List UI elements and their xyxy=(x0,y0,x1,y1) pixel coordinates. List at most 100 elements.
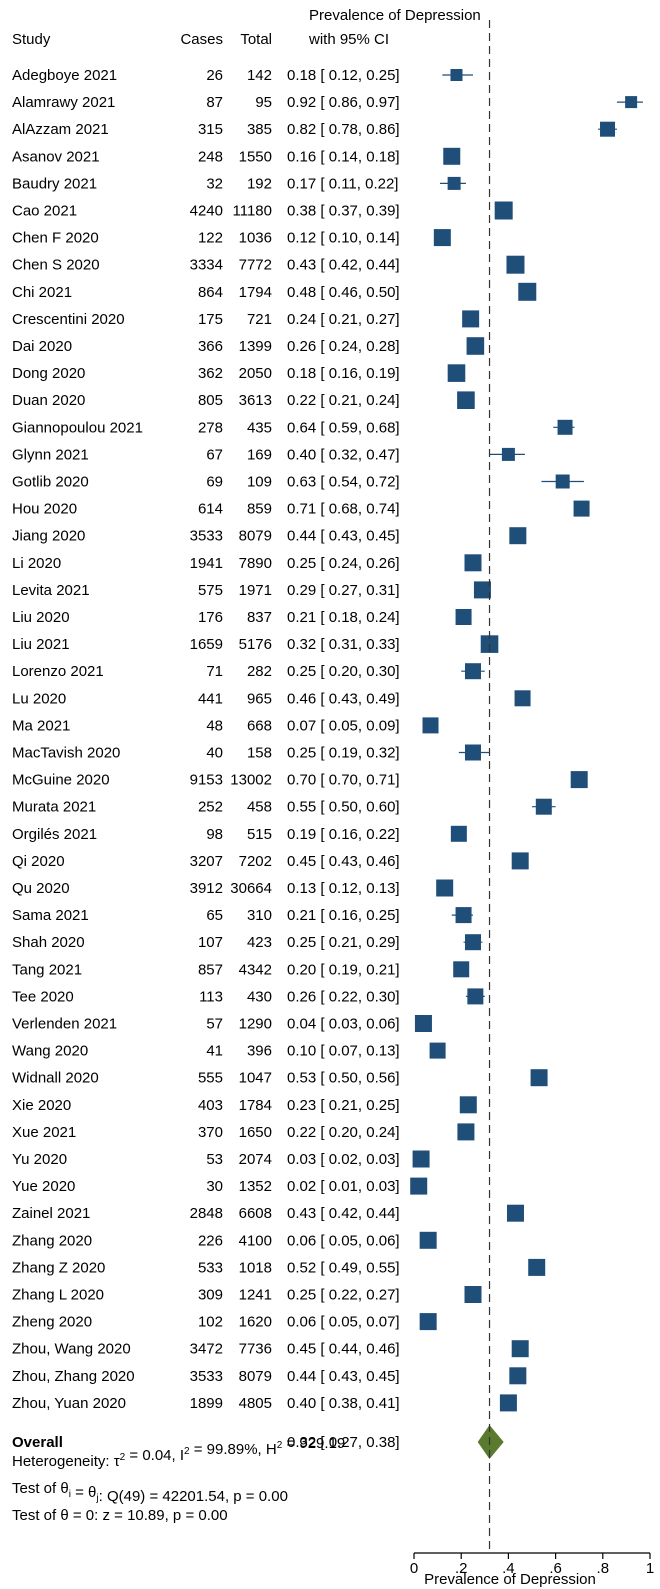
study-total: 310 xyxy=(247,907,272,924)
study-total: 1241 xyxy=(239,1287,272,1304)
estimate-marker xyxy=(436,879,454,897)
study-name: Liu 2020 xyxy=(12,609,70,626)
study-ci: 0.40 [ 0.32, 0.47] xyxy=(287,446,400,463)
study-name: Chen F 2020 xyxy=(12,230,99,247)
study-cases: 87 xyxy=(206,94,223,111)
study-name: MacTavish 2020 xyxy=(12,745,120,762)
study-total: 11180 xyxy=(233,203,273,220)
study-name: Zhou, Wang 2020 xyxy=(12,1341,131,1358)
overall-label: Overall xyxy=(12,1434,63,1451)
study-cases: 69 xyxy=(206,474,223,491)
study-name: Hou 2020 xyxy=(12,501,77,518)
study-ci: 0.45 [ 0.43, 0.46] xyxy=(287,853,400,870)
study-cases: 57 xyxy=(206,1016,223,1033)
x-axis: 0 .2 .4 .6 .8 1 xyxy=(410,1552,654,1577)
study-ci: 0.46 [ 0.43, 0.49] xyxy=(287,690,400,707)
study-cases: 98 xyxy=(206,826,223,843)
stat-part: Heterogeneity: τ xyxy=(12,1453,120,1470)
study-ci: 0.25 [ 0.24, 0.26] xyxy=(287,555,400,572)
study-ci: 0.71 [ 0.68, 0.74] xyxy=(287,501,400,518)
study-ci: 0.19 [ 0.16, 0.22] xyxy=(287,826,400,843)
study-cases: 1659 xyxy=(190,636,223,653)
study-cases: 1899 xyxy=(190,1395,223,1412)
study-cases: 1941 xyxy=(190,555,223,572)
study-ci: 0.26 [ 0.24, 0.28] xyxy=(287,338,400,355)
study-total: 109 xyxy=(247,474,272,491)
stat-part: 2 xyxy=(120,1452,126,1463)
study-total: 965 xyxy=(247,690,272,707)
study-name: Dai 2020 xyxy=(12,338,72,355)
study-cases: 102 xyxy=(198,1314,223,1331)
estimate-marker xyxy=(473,581,491,599)
study-cases: 252 xyxy=(198,799,223,816)
study-total: 458 xyxy=(247,799,272,816)
study-ci: 0.43 [ 0.42, 0.44] xyxy=(287,1205,400,1222)
study-name: Li 2020 xyxy=(12,555,61,572)
study-cases: 122 xyxy=(198,230,223,247)
study-total: 7736 xyxy=(239,1341,272,1358)
study-ci: 0.53 [ 0.50, 0.56] xyxy=(287,1070,400,1087)
x-tick-label: 1 xyxy=(646,1560,654,1577)
study-cases: 41 xyxy=(206,1043,223,1060)
study-total: 3613 xyxy=(239,392,272,409)
study-total: 1794 xyxy=(239,284,272,301)
study-name: Zhou, Zhang 2020 xyxy=(12,1368,135,1385)
study-cases: 9153 xyxy=(190,772,223,789)
study-total: 385 xyxy=(247,121,272,138)
estimate-marker xyxy=(573,500,590,517)
study-total: 423 xyxy=(247,934,272,951)
study-total: 1290 xyxy=(239,1016,272,1033)
estimate-marker xyxy=(509,527,527,545)
estimate-marker xyxy=(557,419,573,435)
estimate-marker xyxy=(453,961,470,978)
study-name: Chen S 2020 xyxy=(12,257,100,274)
estimate-marker xyxy=(450,69,463,81)
estimate-marker xyxy=(412,1150,430,1168)
study-name: Xue 2021 xyxy=(12,1124,76,1141)
estimate-marker xyxy=(467,988,484,1005)
study-total: 1047 xyxy=(239,1070,272,1087)
header-estimate-line1: Prevalence of Depression xyxy=(309,7,481,24)
study-total: 7202 xyxy=(239,853,272,870)
study-total: 158 xyxy=(247,745,272,762)
study-ci: 0.32 [ 0.31, 0.33] xyxy=(287,636,400,653)
header-estimate-line2: with 95% CI xyxy=(308,31,389,48)
study-ci: 0.18 [ 0.12, 0.25] xyxy=(287,67,400,84)
study-ci: 0.26 [ 0.22, 0.30] xyxy=(287,988,400,1005)
estimate-marker xyxy=(433,229,451,247)
study-name: Zhou, Yuan 2020 xyxy=(12,1395,126,1412)
stat-part: = 929.19 xyxy=(282,1435,345,1452)
study-cases: 3334 xyxy=(190,257,223,274)
study-name: Xie 2020 xyxy=(12,1097,71,1114)
x-tick-label: 0 xyxy=(410,1560,418,1577)
study-name: Ma 2021 xyxy=(12,717,70,734)
estimate-marker xyxy=(530,1069,548,1087)
study-ci: 0.06 [ 0.05, 0.07] xyxy=(287,1314,400,1331)
stat-part: = 0.04, I xyxy=(125,1447,184,1464)
x-axis-label: Prevalence of Depression xyxy=(424,1571,596,1588)
study-total: 4342 xyxy=(239,961,272,978)
study-ci: 0.82 [ 0.78, 0.86] xyxy=(287,121,400,138)
study-total: 1399 xyxy=(239,338,272,355)
study-ci: 0.21 [ 0.16, 0.25] xyxy=(287,907,400,924)
x-tick-label: .4 xyxy=(502,1560,515,1577)
study-cases: 65 xyxy=(206,907,223,924)
study-ci: 0.38 [ 0.37, 0.39] xyxy=(287,203,400,220)
estimate-marker xyxy=(414,1015,432,1032)
study-cases: 362 xyxy=(198,365,223,382)
study-cases: 3912 xyxy=(190,880,223,897)
estimate-marker xyxy=(465,934,481,951)
study-total: 1550 xyxy=(239,148,272,165)
study-ci: 0.17 [ 0.11, 0.22] xyxy=(287,175,398,192)
study-name: Crescentini 2020 xyxy=(12,311,125,328)
study-total: 837 xyxy=(247,609,272,626)
estimate-marker xyxy=(457,1123,475,1141)
study-total: 430 xyxy=(247,988,272,1005)
header-total: Total xyxy=(240,31,272,48)
study-ci: 0.52 [ 0.49, 0.55] xyxy=(287,1259,400,1276)
estimate-marker xyxy=(514,690,531,707)
estimate-marker xyxy=(450,825,467,842)
study-total: 1784 xyxy=(239,1097,272,1114)
study-cases: 309 xyxy=(198,1287,223,1304)
study-name: Yue 2020 xyxy=(12,1178,75,1195)
